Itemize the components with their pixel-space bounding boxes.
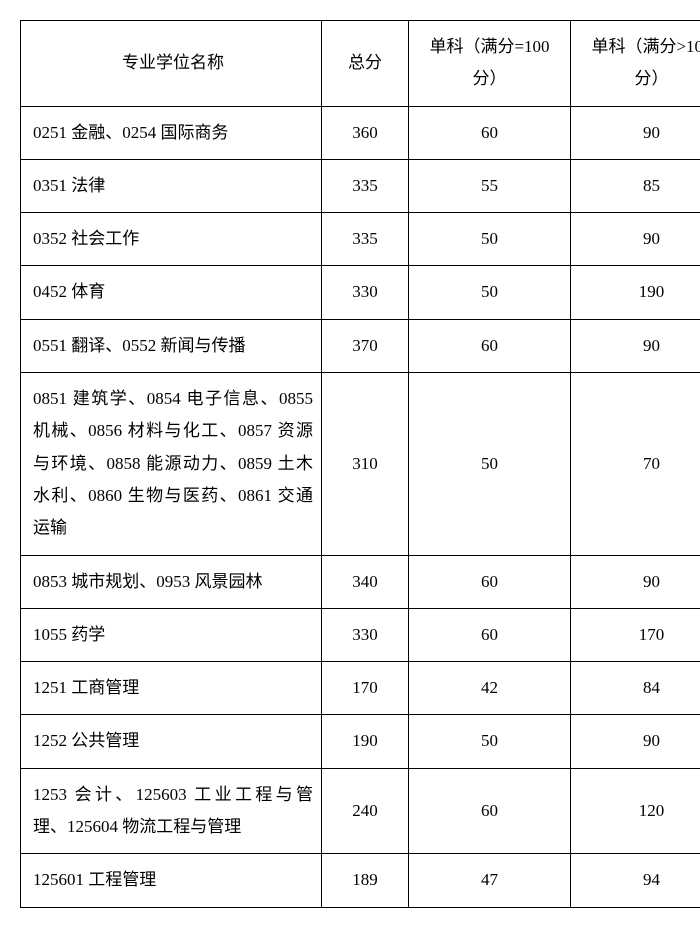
cell-degree-name: 0352 社会工作 <box>21 213 322 266</box>
cell-total-score: 360 <box>322 106 409 159</box>
cell-subject-over-100: 90 <box>571 555 700 608</box>
cell-subject-100: 50 <box>409 715 571 768</box>
cell-total-score: 340 <box>322 555 409 608</box>
cell-degree-name: 0351 法律 <box>21 159 322 212</box>
cell-subject-100: 50 <box>409 266 571 319</box>
cell-degree-name: 1252 公共管理 <box>21 715 322 768</box>
table-row: 1251 工商管理1704284 <box>21 662 700 715</box>
header-subject-over-100: 单科（满分>100 分） <box>571 21 700 107</box>
cell-subject-100: 47 <box>409 854 571 907</box>
cell-total-score: 370 <box>322 319 409 372</box>
table-row: 125601 工程管理1894794 <box>21 854 700 907</box>
table-row: 0851 建筑学、0854 电子信息、0855 机械、0856 材料与化工、08… <box>21 373 700 555</box>
cell-total-score: 330 <box>322 608 409 661</box>
cell-total-score: 335 <box>322 213 409 266</box>
cell-subject-over-100: 90 <box>571 319 700 372</box>
cell-subject-100: 60 <box>409 608 571 661</box>
cell-total-score: 240 <box>322 768 409 854</box>
cell-total-score: 190 <box>322 715 409 768</box>
cell-subject-100: 55 <box>409 159 571 212</box>
table-body: 0251 金融、0254 国际商务36060900351 法律335558503… <box>21 106 700 907</box>
cell-subject-100: 42 <box>409 662 571 715</box>
table-header-row: 专业学位名称 总分 单科（满分=100 分） 单科（满分>100 分） <box>21 21 700 107</box>
cell-subject-over-100: 90 <box>571 213 700 266</box>
cell-degree-name: 0851 建筑学、0854 电子信息、0855 机械、0856 材料与化工、08… <box>21 373 322 555</box>
header-total-score: 总分 <box>322 21 409 107</box>
cell-subject-over-100: 90 <box>571 106 700 159</box>
table-row: 0251 金融、0254 国际商务3606090 <box>21 106 700 159</box>
cell-total-score: 310 <box>322 373 409 555</box>
cell-degree-name: 1055 药学 <box>21 608 322 661</box>
header-subject-100: 单科（满分=100 分） <box>409 21 571 107</box>
header-degree-name: 专业学位名称 <box>21 21 322 107</box>
cell-subject-100: 60 <box>409 319 571 372</box>
table-row: 0853 城市规划、0953 风景园林3406090 <box>21 555 700 608</box>
table-row: 1253 会计、125603 工业工程与管理、125604 物流工程与管理240… <box>21 768 700 854</box>
cell-subject-100: 50 <box>409 373 571 555</box>
table-row: 0352 社会工作3355090 <box>21 213 700 266</box>
cell-degree-name: 125601 工程管理 <box>21 854 322 907</box>
cell-total-score: 335 <box>322 159 409 212</box>
score-table: 专业学位名称 总分 单科（满分=100 分） 单科（满分>100 分） 0251… <box>20 20 700 908</box>
cell-degree-name: 0251 金融、0254 国际商务 <box>21 106 322 159</box>
table-row: 0452 体育33050190 <box>21 266 700 319</box>
cell-subject-100: 60 <box>409 555 571 608</box>
cell-degree-name: 0452 体育 <box>21 266 322 319</box>
cell-subject-over-100: 190 <box>571 266 700 319</box>
cell-total-score: 189 <box>322 854 409 907</box>
cell-subject-100: 50 <box>409 213 571 266</box>
table-row: 0351 法律3355585 <box>21 159 700 212</box>
table-row: 0551 翻译、0552 新闻与传播3706090 <box>21 319 700 372</box>
cell-subject-over-100: 85 <box>571 159 700 212</box>
table-row: 1055 药学33060170 <box>21 608 700 661</box>
cell-subject-over-100: 90 <box>571 715 700 768</box>
cell-subject-over-100: 70 <box>571 373 700 555</box>
cell-subject-100: 60 <box>409 768 571 854</box>
cell-degree-name: 1251 工商管理 <box>21 662 322 715</box>
cell-subject-over-100: 84 <box>571 662 700 715</box>
cell-degree-name: 0853 城市规划、0953 风景园林 <box>21 555 322 608</box>
cell-subject-over-100: 120 <box>571 768 700 854</box>
cell-degree-name: 0551 翻译、0552 新闻与传播 <box>21 319 322 372</box>
table-row: 1252 公共管理1905090 <box>21 715 700 768</box>
cell-subject-over-100: 170 <box>571 608 700 661</box>
cell-subject-over-100: 94 <box>571 854 700 907</box>
cell-degree-name: 1253 会计、125603 工业工程与管理、125604 物流工程与管理 <box>21 768 322 854</box>
cell-total-score: 170 <box>322 662 409 715</box>
cell-subject-100: 60 <box>409 106 571 159</box>
cell-total-score: 330 <box>322 266 409 319</box>
